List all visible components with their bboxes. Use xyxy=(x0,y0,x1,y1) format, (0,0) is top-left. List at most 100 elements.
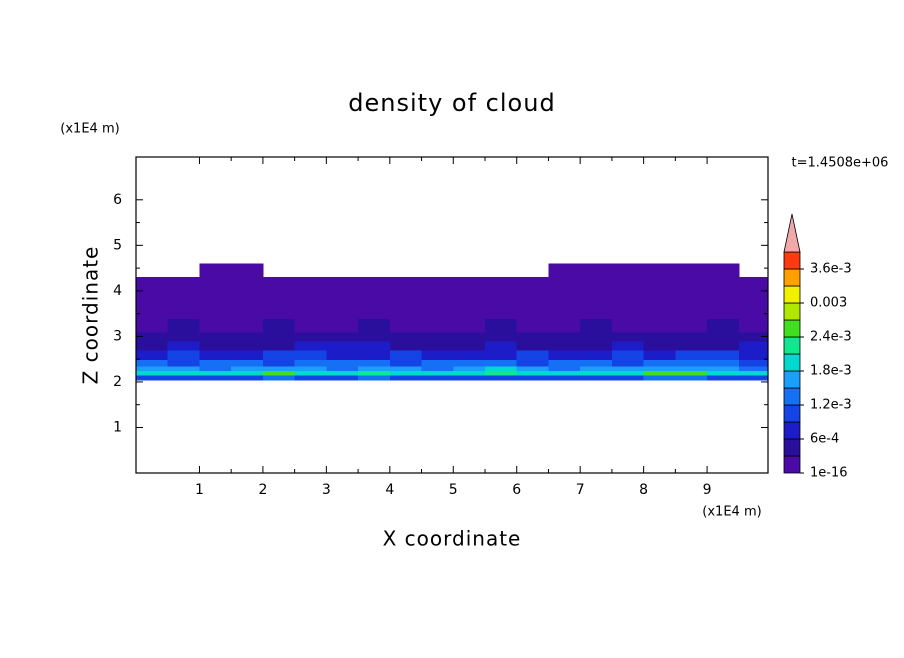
x-tick-label: 2 xyxy=(258,482,267,498)
colorbar-box xyxy=(783,438,801,457)
colorbar-box xyxy=(783,353,801,372)
contour-cell xyxy=(294,340,327,351)
contour-cell xyxy=(484,290,518,306)
contour-cell xyxy=(199,263,232,278)
contour-cell xyxy=(611,331,645,342)
contour-cell xyxy=(516,359,550,367)
contour-cell xyxy=(611,340,645,351)
contour-cell xyxy=(707,263,740,278)
y-axis-label: Z coordinate xyxy=(79,246,103,385)
contour-cell xyxy=(294,370,327,376)
contour-cell xyxy=(611,365,645,372)
contour-cell xyxy=(643,263,676,278)
contour-cell xyxy=(675,331,708,342)
contour-cell xyxy=(707,359,740,367)
contour-cell xyxy=(738,277,769,292)
contour-cell xyxy=(358,359,391,367)
contour-cell xyxy=(231,263,264,278)
contour-cell xyxy=(358,365,391,372)
contour-cell xyxy=(611,359,645,367)
contour-cell xyxy=(294,350,327,360)
contour-cell xyxy=(484,370,518,376)
contour-cell xyxy=(516,304,550,319)
contour-cell xyxy=(548,277,581,292)
contour-cell xyxy=(484,331,518,342)
contour-cell xyxy=(389,350,423,360)
contour-cell xyxy=(136,277,169,292)
contour-cell xyxy=(675,350,708,360)
contour-cell xyxy=(326,304,359,319)
contour-cell xyxy=(262,331,296,342)
contour-cell xyxy=(231,318,264,333)
contour-cell xyxy=(453,340,486,351)
contour-cell xyxy=(358,331,391,342)
contour-cell xyxy=(484,340,518,351)
contour-cell xyxy=(516,375,550,381)
contour-cell xyxy=(675,290,708,306)
contour-cell xyxy=(675,304,708,319)
contour-cell xyxy=(484,359,518,367)
contour-cell xyxy=(199,290,232,306)
contour-cell xyxy=(167,331,201,342)
colorbar-tick-label: 2.4e-3 xyxy=(810,330,852,345)
contour-cell xyxy=(738,370,769,376)
contour-cell xyxy=(231,304,264,319)
contour-cell xyxy=(326,370,359,376)
contour-cell xyxy=(675,359,708,367)
contour-cell xyxy=(167,370,201,376)
y-tick-label: 1 xyxy=(113,419,122,435)
contour-cell xyxy=(262,290,296,306)
contour-cell xyxy=(453,318,486,333)
contour-cell xyxy=(516,331,550,342)
contour-cell xyxy=(516,318,550,333)
contour-cell xyxy=(548,290,581,306)
contour-cell xyxy=(707,290,740,306)
contour-cell xyxy=(294,277,327,292)
contour-cell xyxy=(231,290,264,306)
contour-cell xyxy=(199,318,232,333)
x-unit: (x1E4 m) xyxy=(702,505,761,520)
contour-cell xyxy=(707,277,740,292)
contour-cell xyxy=(453,350,486,360)
colorbar-tick-label: 3.6e-3 xyxy=(810,262,852,277)
contour-cell xyxy=(389,340,423,351)
contour-cell xyxy=(548,340,581,351)
contour-cell xyxy=(516,277,550,292)
contour-cell xyxy=(453,365,486,372)
contour-cell xyxy=(136,318,169,333)
contour-cell xyxy=(611,370,645,376)
x-axis-label: X coordinate xyxy=(383,527,522,551)
contour-cell xyxy=(167,350,201,360)
contour-cell xyxy=(548,304,581,319)
contour-cell xyxy=(738,331,769,342)
contour-cell xyxy=(358,350,391,360)
contour-cell xyxy=(326,331,359,342)
contour-cell xyxy=(453,370,486,376)
contour-cell xyxy=(199,331,232,342)
contour-cell xyxy=(453,304,486,319)
contour-cell xyxy=(136,304,169,319)
contour-cell xyxy=(707,340,740,351)
contour-cell xyxy=(389,370,423,376)
contour-cell xyxy=(738,290,769,306)
contour-cell xyxy=(167,359,201,367)
contour-cell xyxy=(262,318,296,333)
contour-cell xyxy=(738,318,769,333)
contour-cell xyxy=(136,340,169,351)
contour-cell xyxy=(643,318,676,333)
contour-cell xyxy=(326,277,359,292)
contour-cell xyxy=(326,340,359,351)
contour-cell xyxy=(548,365,581,372)
contour-cell xyxy=(294,375,327,381)
contour-cell xyxy=(231,331,264,342)
contour-cell xyxy=(643,277,676,292)
y-tick-label: 4 xyxy=(113,283,122,299)
contour-cell xyxy=(516,370,550,376)
colorbar: 1e-16 6e-4 1.2e-3 1.8e-3 2.4e-3 0.003 3.6e-3 xyxy=(783,213,852,481)
contour-cell xyxy=(294,359,327,367)
y-tick-label: 5 xyxy=(113,237,122,253)
contour-cell xyxy=(421,340,454,351)
contour-cell xyxy=(675,375,708,381)
x-tick-label: 6 xyxy=(512,482,521,498)
